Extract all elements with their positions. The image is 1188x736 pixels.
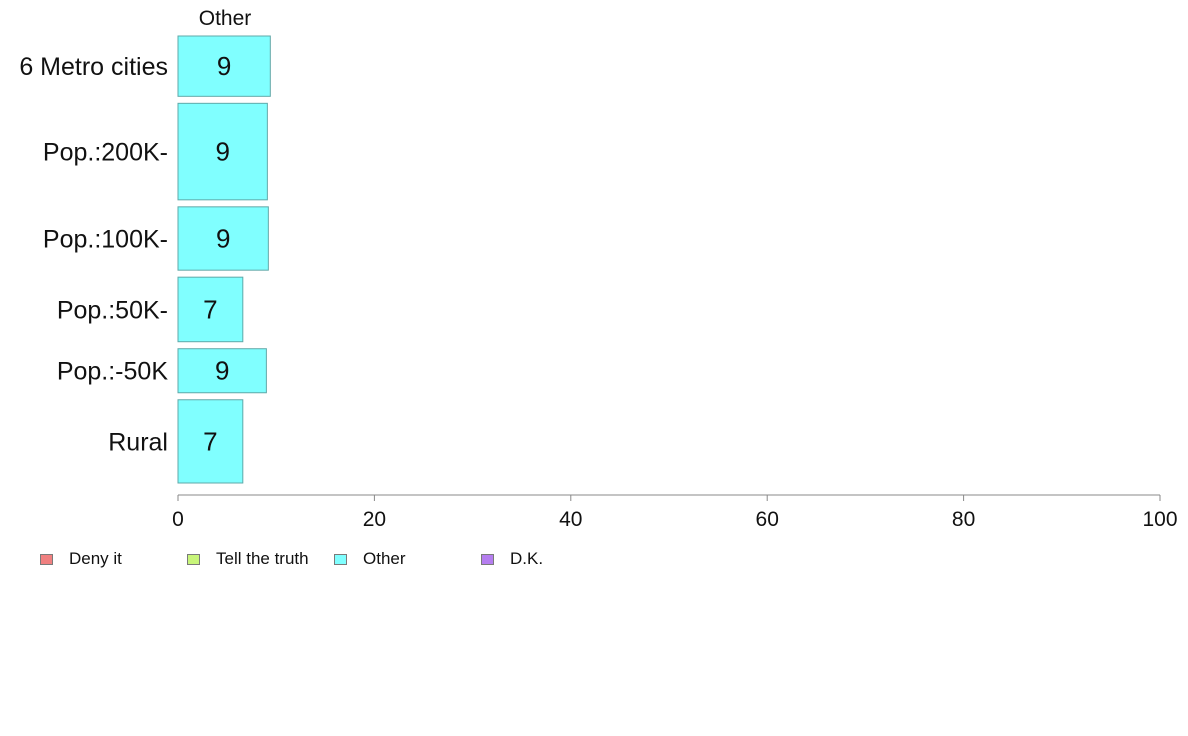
legend-label: Other bbox=[363, 549, 406, 568]
x-tick-label: 20 bbox=[363, 508, 386, 531]
legend: Deny it Tell the truth Other D.K. bbox=[0, 548, 600, 572]
category-label: Pop.:200K- bbox=[43, 139, 168, 167]
x-tick-label: 0 bbox=[172, 508, 184, 531]
legend-item-tell-the-truth: Tell the truth bbox=[187, 548, 309, 570]
category-label: Pop.:50K- bbox=[57, 296, 168, 324]
bar-value-label: 9 bbox=[215, 356, 229, 386]
x-tick-label: 80 bbox=[952, 508, 975, 531]
x-tick-label: 60 bbox=[756, 508, 779, 531]
bar bbox=[177, 102, 268, 201]
bar bbox=[177, 206, 269, 271]
legend-swatch-tell-the-truth bbox=[187, 553, 200, 565]
column-header: Other bbox=[199, 7, 252, 30]
legend-item-dk: D.K. bbox=[481, 548, 543, 570]
bar-rows: 9 6 Metro cities 9 Pop.:200K- 9 Pop.:100K- 7 Po… bbox=[19, 35, 271, 484]
category-label: Pop.:-50K bbox=[57, 358, 169, 386]
bar bbox=[177, 276, 244, 343]
category-label: 6 Metro cities bbox=[19, 53, 168, 81]
bar bbox=[177, 348, 267, 394]
bar-value-label: 9 bbox=[216, 224, 230, 254]
category-label: Pop.:100K- bbox=[43, 226, 168, 254]
bar-value-label: 7 bbox=[203, 426, 217, 456]
bar-value-label: 9 bbox=[215, 137, 229, 167]
legend-item-other: Other bbox=[334, 548, 406, 570]
x-tick-label: 100 bbox=[1142, 508, 1177, 531]
bar bbox=[177, 399, 244, 484]
legend-swatch-other bbox=[334, 553, 347, 565]
legend-item-deny-it: Deny it bbox=[40, 548, 122, 570]
bar-chart: Other 9 6 Metro cities 9 Pop.:200K- 9 Pop.:10… bbox=[19, 7, 1178, 531]
bar bbox=[177, 35, 271, 97]
legend-label: Tell the truth bbox=[216, 549, 309, 568]
category-label: Rural bbox=[108, 428, 168, 456]
x-axis: 0 20 40 60 80 100 bbox=[172, 494, 1178, 531]
legend-label: Deny it bbox=[69, 549, 122, 568]
legend-swatch-dk bbox=[481, 553, 494, 565]
legend-swatch-deny-it bbox=[40, 553, 53, 565]
x-tick-label: 40 bbox=[559, 508, 582, 531]
legend-label: D.K. bbox=[510, 549, 544, 568]
bar-value-label: 7 bbox=[203, 294, 217, 324]
bar-value-label: 9 bbox=[217, 51, 231, 81]
